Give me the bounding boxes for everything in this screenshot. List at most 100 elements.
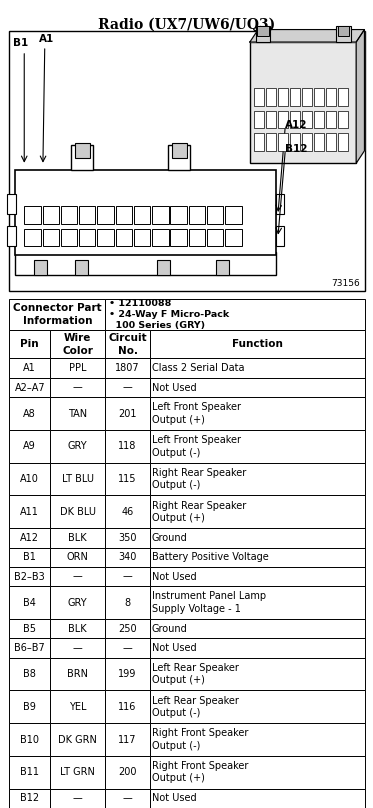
- Bar: [290, 133, 300, 151]
- Bar: [150, 463, 365, 495]
- Bar: [170, 206, 187, 224]
- Bar: [266, 133, 276, 151]
- Text: B12: B12: [285, 145, 308, 154]
- Bar: [34, 260, 47, 275]
- Text: 117: 117: [118, 734, 137, 744]
- Bar: [50, 567, 105, 587]
- Text: —: —: [73, 382, 83, 393]
- Text: BLK: BLK: [68, 532, 87, 543]
- Bar: [314, 133, 324, 151]
- Bar: [50, 359, 105, 378]
- Bar: [150, 756, 365, 789]
- Bar: [150, 587, 365, 619]
- Bar: [24, 229, 41, 246]
- Bar: [9, 756, 50, 789]
- Bar: [7, 226, 16, 246]
- Bar: [254, 88, 264, 106]
- Bar: [278, 111, 288, 128]
- Bar: [105, 359, 150, 378]
- Text: 8: 8: [125, 598, 131, 608]
- Bar: [50, 756, 105, 789]
- Bar: [9, 690, 50, 723]
- Bar: [207, 229, 223, 246]
- Bar: [326, 133, 336, 151]
- Text: B10: B10: [20, 734, 39, 744]
- Bar: [9, 638, 50, 658]
- Bar: [189, 229, 205, 246]
- Text: —: —: [123, 793, 132, 803]
- Text: —: —: [73, 571, 83, 582]
- Polygon shape: [356, 30, 364, 163]
- Bar: [9, 330, 50, 359]
- Text: ORN: ORN: [67, 552, 89, 562]
- Bar: [9, 567, 50, 587]
- Text: Not Used: Not Used: [152, 571, 197, 582]
- Bar: [116, 229, 132, 246]
- Text: A12: A12: [20, 532, 39, 543]
- Bar: [50, 330, 105, 359]
- Text: —: —: [123, 643, 132, 653]
- Bar: [61, 229, 77, 246]
- Text: B1: B1: [13, 39, 28, 48]
- Text: 250: 250: [118, 624, 137, 633]
- Bar: [105, 789, 150, 808]
- Text: A11: A11: [20, 507, 39, 517]
- Bar: [105, 690, 150, 723]
- Text: B2–B3: B2–B3: [15, 571, 45, 582]
- Bar: [326, 111, 336, 128]
- Text: A1: A1: [23, 363, 36, 373]
- Text: —: —: [123, 571, 132, 582]
- Text: Class 2 Serial Data: Class 2 Serial Data: [152, 363, 244, 373]
- Text: B5: B5: [23, 624, 36, 633]
- Bar: [9, 528, 50, 548]
- Bar: [9, 359, 50, 378]
- Bar: [225, 229, 242, 246]
- Bar: [105, 463, 150, 495]
- Bar: [50, 548, 105, 567]
- Text: 199: 199: [118, 669, 137, 679]
- Bar: [150, 398, 365, 430]
- Text: 1807: 1807: [115, 363, 140, 373]
- Bar: [150, 619, 365, 638]
- Bar: [97, 206, 114, 224]
- Bar: [50, 723, 105, 756]
- Bar: [302, 88, 312, 106]
- Text: A9: A9: [23, 441, 36, 452]
- Bar: [150, 723, 365, 756]
- Text: —: —: [123, 382, 132, 393]
- Text: BRN: BRN: [67, 669, 88, 679]
- Text: Radio (UX7/UW6/UQ3): Radio (UX7/UW6/UQ3): [98, 18, 275, 32]
- Bar: [256, 26, 270, 42]
- Bar: [150, 789, 365, 808]
- Bar: [105, 567, 150, 587]
- Bar: [152, 229, 169, 246]
- Bar: [254, 133, 264, 151]
- Bar: [75, 143, 90, 158]
- Text: Battery Positive Voltage: Battery Positive Voltage: [152, 552, 269, 562]
- Text: 118: 118: [118, 441, 137, 452]
- Bar: [116, 206, 132, 224]
- Text: Left Rear Speaker
Output (-): Left Rear Speaker Output (-): [152, 696, 239, 718]
- Polygon shape: [250, 30, 364, 42]
- Bar: [150, 690, 365, 723]
- Bar: [9, 658, 50, 690]
- Bar: [150, 378, 365, 398]
- Bar: [150, 495, 365, 528]
- Bar: [170, 229, 187, 246]
- Text: Ground: Ground: [152, 532, 188, 543]
- Text: • 12110088
• 24-Way F Micro-Pack
  100 Series (GRY): • 12110088 • 24-Way F Micro-Pack 100 Ser…: [109, 299, 229, 330]
- Bar: [50, 495, 105, 528]
- Bar: [105, 638, 150, 658]
- Bar: [105, 587, 150, 619]
- Bar: [150, 430, 365, 463]
- Bar: [172, 143, 186, 158]
- Bar: [105, 723, 150, 756]
- Bar: [157, 260, 170, 275]
- Text: A1: A1: [39, 34, 54, 44]
- Bar: [254, 111, 264, 128]
- Bar: [50, 398, 105, 430]
- Text: —: —: [73, 793, 83, 803]
- Bar: [9, 587, 50, 619]
- Bar: [105, 528, 150, 548]
- Bar: [225, 206, 242, 224]
